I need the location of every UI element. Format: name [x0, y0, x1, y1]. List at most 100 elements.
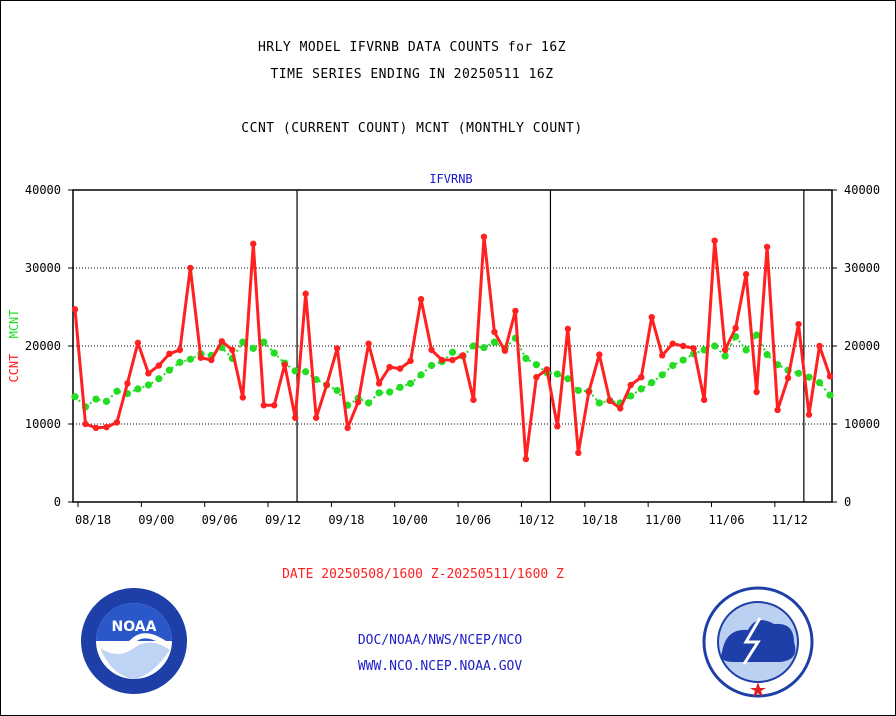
point-mcnt [564, 375, 572, 383]
y-tick-label-right: 10000 [844, 417, 880, 431]
axis-layer: 08/18 09/00 09/06 09/12 09/18 10/00 10/06 10/12… [25, 183, 880, 527]
point-mcnt [711, 342, 719, 350]
point-ccnt [659, 352, 666, 359]
x-tick-label: 09/00 [138, 513, 174, 527]
x-tick-label: 09/12 [265, 513, 301, 527]
y-tick-label-left: 10000 [25, 417, 61, 431]
point-ccnt [449, 356, 456, 364]
svg-text:NOAA: NOAA [112, 619, 157, 635]
website-link[interactable]: WWW.NCO.NCEP.NOAA.GOV [357, 659, 523, 674]
x-tick-label: 11/12 [772, 513, 808, 527]
point-ccnt [187, 264, 194, 272]
point-ccnt [197, 354, 205, 361]
agency-path-link[interactable]: DOC/NOAA/NWS/NCEP/NCO [357, 633, 523, 648]
point-ccnt [700, 396, 708, 404]
point-mcnt [448, 348, 457, 356]
point-ccnt [428, 346, 435, 354]
y-tick-label-left: 0 [54, 495, 61, 509]
point-mcnt [532, 361, 540, 369]
y-tick-label-right: 30000 [844, 261, 880, 275]
point-ccnt [113, 419, 121, 426]
x-tick-label: 11/00 [645, 513, 681, 527]
point-ccnt [596, 351, 603, 358]
point-ccnt [438, 356, 446, 364]
point-mcnt [239, 338, 247, 346]
point-ccnt [690, 345, 697, 352]
point-mcnt [763, 350, 771, 359]
point-mcnt [302, 368, 310, 376]
point-ccnt [648, 313, 655, 321]
point-mcnt [469, 342, 478, 350]
point-ccnt [522, 455, 530, 463]
point-ccnt [805, 411, 813, 418]
y-tick-label-right: 40000 [844, 183, 880, 197]
x-tick-label: 10/12 [518, 513, 554, 527]
ylabel-ccnt: CCNT [7, 354, 21, 383]
chart-title-line3: CCNT (CURRENT COUNT) MCNT (MONTHLY COUNT… [241, 121, 583, 136]
point-ccnt [292, 414, 299, 421]
point-mcnt [365, 399, 373, 407]
point-ccnt [742, 271, 750, 278]
point-ccnt [501, 347, 509, 354]
point-ccnt [250, 240, 257, 248]
point-mcnt [155, 375, 163, 383]
point-ccnt [711, 237, 718, 244]
point-ccnt [134, 339, 142, 347]
point-mcnt [249, 344, 257, 352]
point-mcnt [721, 352, 729, 360]
point-mcnt [826, 391, 834, 399]
point-mcnt [385, 388, 394, 396]
ylabel-mcnt: MCNT [7, 309, 21, 338]
point-mcnt [627, 392, 635, 400]
point-ccnt [826, 373, 834, 380]
point-ccnt [82, 420, 89, 428]
point-ccnt [470, 396, 477, 404]
point-mcnt [752, 331, 761, 339]
x-tick-label: 10/06 [455, 513, 491, 527]
point-mcnt [186, 355, 194, 363]
point-ccnt [795, 320, 802, 328]
point-ccnt [218, 338, 226, 345]
point-mcnt [270, 349, 278, 357]
x-tick-label: 09/06 [202, 513, 238, 527]
point-mcnt [742, 346, 750, 354]
point-ccnt [333, 345, 341, 352]
point-ccnt [312, 414, 320, 421]
point-ccnt [155, 362, 163, 369]
point-ccnt [386, 363, 393, 371]
x-axis-date-range: DATE 20250508/1600 Z-20250511/1600 Z [282, 567, 564, 582]
point-mcnt [71, 393, 79, 401]
point-ccnt [491, 328, 498, 336]
y-tick-label-left: 30000 [25, 261, 61, 275]
chart-title-line2: TIME SERIES ENDING IN 20250511 16Z [270, 67, 554, 82]
point-mcnt [648, 379, 656, 387]
point-mcnt [815, 379, 824, 387]
point-mcnt [490, 338, 499, 346]
point-ccnt [323, 381, 330, 389]
point-mcnt [113, 387, 121, 395]
point-mcnt [480, 343, 488, 352]
point-ccnt [721, 346, 729, 354]
point-mcnt [396, 383, 404, 391]
point-ccnt [585, 388, 593, 396]
point-mcnt [595, 399, 603, 407]
point-ccnt [480, 233, 488, 240]
point-mcnt [92, 395, 100, 403]
point-ccnt [407, 357, 414, 365]
point-mcnt [144, 381, 153, 389]
point-ccnt [732, 324, 739, 332]
point-ccnt [543, 366, 551, 373]
point-mcnt [637, 385, 645, 393]
point-mcnt [669, 361, 677, 370]
point-mcnt [176, 358, 184, 366]
point-mcnt [291, 367, 299, 375]
point-ccnt [679, 342, 687, 350]
point-ccnt [375, 380, 383, 387]
point-mcnt [417, 371, 425, 379]
point-mcnt [574, 386, 582, 395]
point-ccnt [763, 243, 771, 251]
point-ccnt [239, 394, 246, 401]
point-ccnt [302, 290, 309, 297]
noaa-logo: NOAA [81, 588, 187, 694]
